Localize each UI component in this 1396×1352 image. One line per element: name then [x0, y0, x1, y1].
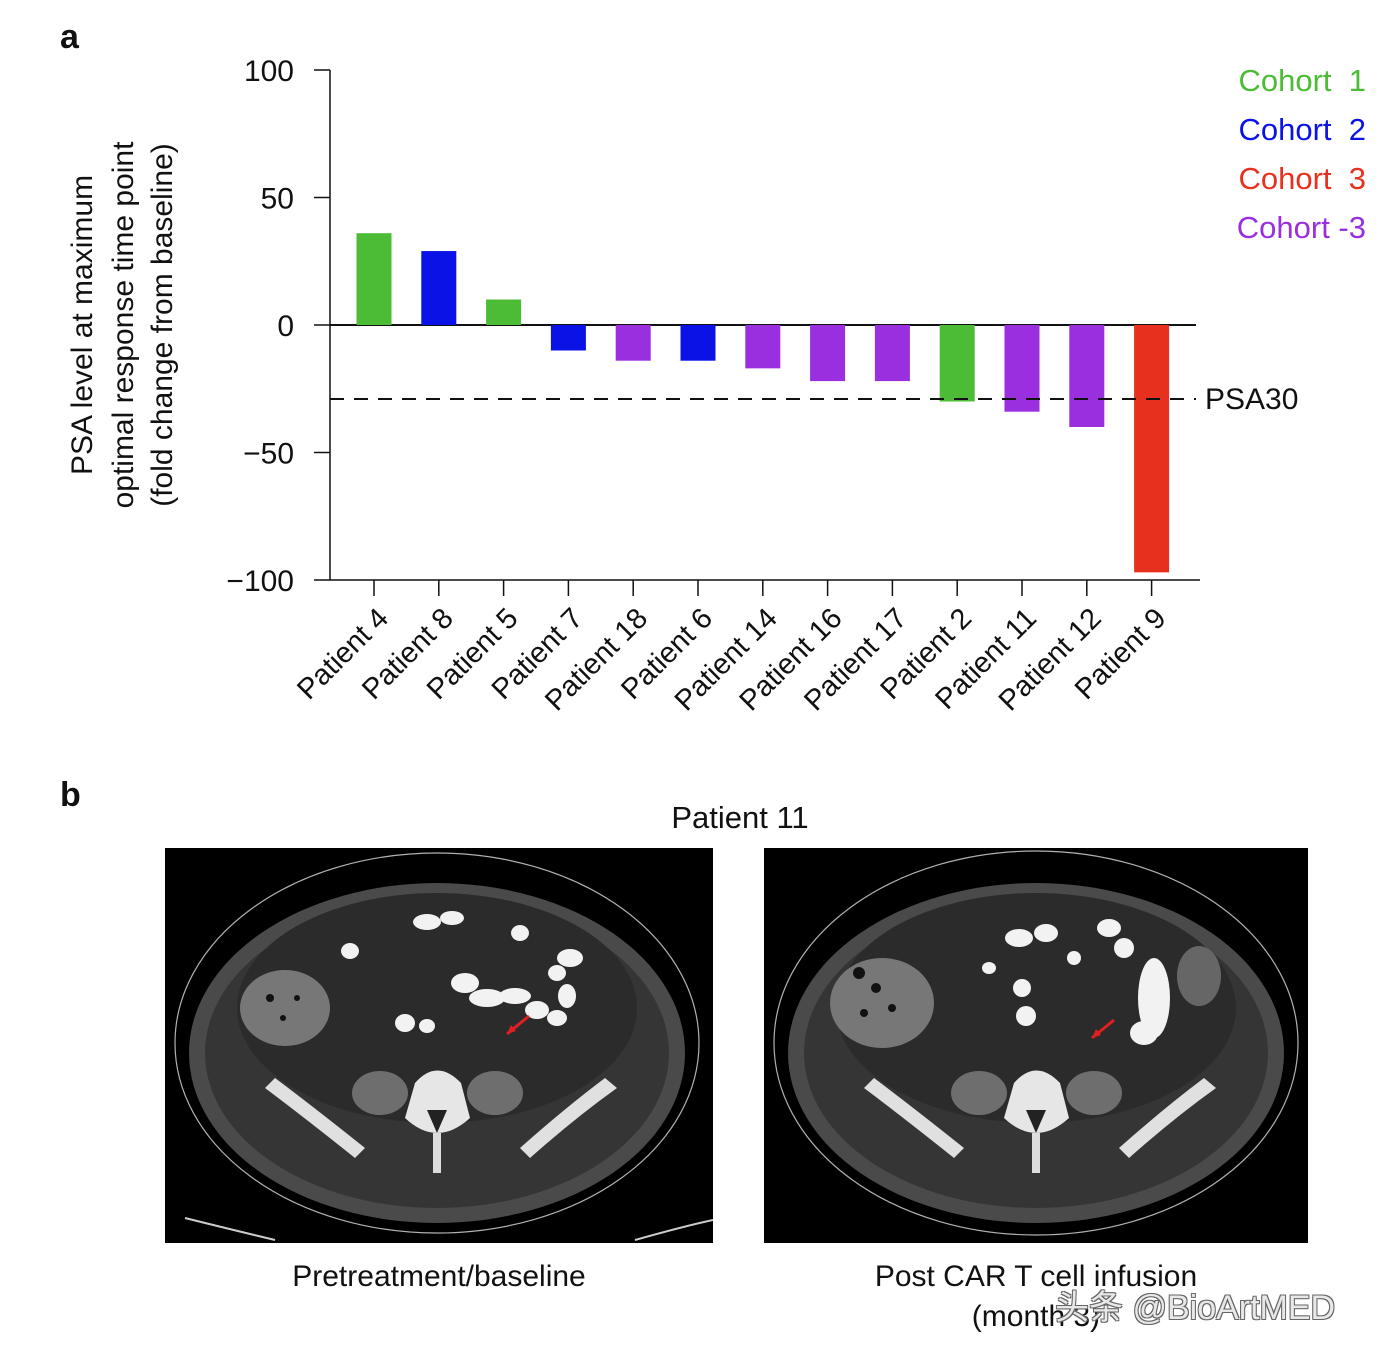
bar-patient-7: [550, 325, 586, 351]
ct-scan-post-infusion-image: [764, 848, 1308, 1243]
panel-b-label: b: [60, 776, 81, 814]
psa30-label: PSA30: [1205, 383, 1298, 416]
y-tick-label: −100: [226, 565, 294, 598]
bar-patient-17: [874, 325, 910, 382]
bar-patient-12: [1069, 325, 1105, 427]
bar-patient-2: [939, 325, 975, 402]
legend: Cohort 1 Cohort 2 Cohort 3 Cohort -3: [1237, 63, 1366, 245]
ct-caption-baseline: Pretreatment/baseline: [292, 1260, 586, 1293]
bar-patient-14: [745, 325, 781, 369]
watermark: 头条 @BioArtMED: [1055, 1289, 1336, 1327]
y-tick-label: 50: [261, 183, 294, 216]
bar-patient-8: [421, 251, 457, 325]
y-tick-label: 0: [277, 310, 294, 343]
legend-entry-3: Cohort 3: [1238, 161, 1366, 196]
ct-scan-baseline-image: [165, 848, 713, 1243]
bar-patient-5: [486, 299, 522, 325]
panel-a-label: a: [60, 18, 79, 56]
legend-entry-4: Cohort -3: [1237, 210, 1366, 245]
bar-patient-18: [615, 325, 651, 361]
y-axis-label-line-2: optimal response time point: [107, 141, 140, 509]
ct-caption-post-infusion-line1: Post CAR T cell infusion: [874, 1260, 1198, 1293]
y-axis-label: PSA level at maximum optimal response tim…: [66, 141, 179, 509]
y-axis-label-line-1: PSA level at maximum: [66, 175, 99, 475]
legend-entry-2: Cohort 2: [1238, 112, 1366, 147]
y-axis-label-line-3: (fold change from baseline): [146, 143, 179, 507]
bar-patient-11: [1004, 325, 1040, 412]
psa-waterfall-chart: PSA level at maximum optimal response tim…: [66, 55, 1366, 717]
psa30-reference-line: PSA30: [330, 383, 1298, 416]
bar-patient-9: [1134, 325, 1170, 573]
y-tick-label: −50: [243, 438, 294, 471]
bars: [356, 233, 1170, 573]
ct-caption-post-infusion-line2: (month 3): [971, 1300, 1101, 1333]
bar-patient-4: [356, 233, 392, 325]
y-tick-label: 100: [244, 55, 294, 88]
panel-b-title: Patient 11: [671, 800, 809, 835]
bar-patient-6: [680, 325, 716, 361]
bar-patient-16: [810, 325, 846, 382]
legend-entry-1: Cohort 1: [1238, 63, 1366, 98]
